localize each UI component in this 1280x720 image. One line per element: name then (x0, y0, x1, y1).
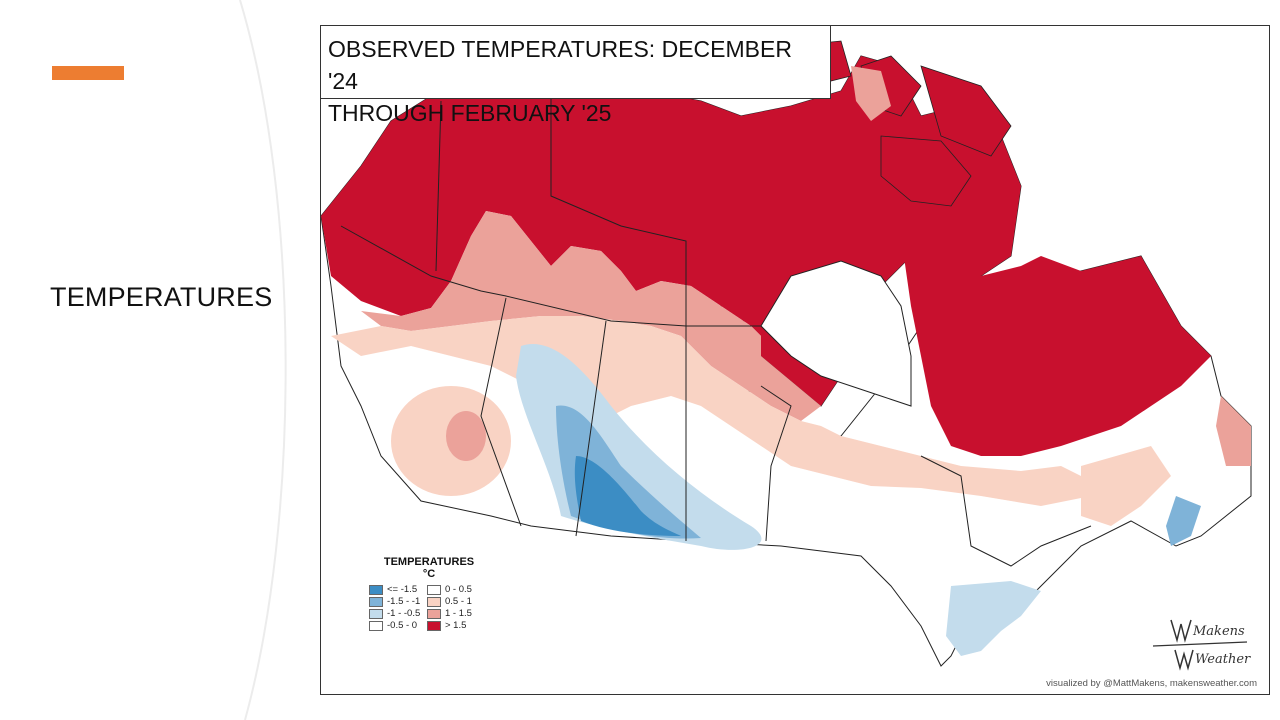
legend-label: 1 - 1.5 (445, 608, 472, 619)
legend-label: <= -1.5 (387, 584, 418, 595)
slide-sidebar: TEMPERATURES (0, 0, 300, 720)
zone-above-1.5-quebec (901, 236, 1211, 456)
hudson-bay (760, 260, 912, 407)
map-title: OBSERVED TEMPERATURES: DECEMBER '24 THRO… (321, 26, 831, 126)
legend-label: > 1.5 (445, 620, 467, 631)
zone-1-1.5-labrador (1216, 396, 1251, 466)
credit-text: visualized by @MattMakens, makensweather… (1046, 678, 1257, 689)
logo-swoosh-icon (1152, 619, 1248, 671)
section-title: TEMPERATURES (50, 282, 273, 312)
legend-item: 0 - 0.5 (427, 584, 485, 595)
legend-swatch (369, 584, 383, 595)
zone-1-1.5-bc (446, 411, 486, 461)
canada-map (321, 35, 1252, 667)
logo-bottom-text: Weather (1195, 652, 1251, 667)
legend-item: <= -1.5 (369, 584, 427, 595)
legend-title: TEMPERATURES (383, 556, 475, 568)
map-title-line-1: OBSERVED TEMPERATURES: DECEMBER '24 (328, 36, 792, 94)
province-borders (340, 98, 1092, 567)
legend-swatch (369, 620, 383, 631)
zone-minus1-minus0.5-ontario (946, 581, 1041, 656)
legend-grid: <= -1.5 0 - 0.5 -1.5 - -1 0.5 - 1 -1 - -0.5 1… (369, 584, 509, 631)
legend-item: > 1.5 (427, 620, 485, 631)
legend-item: -1.5 - -1 (369, 596, 427, 607)
legend-label: -1 - -0.5 (387, 608, 421, 619)
slide-curve-decoration (239, 0, 287, 720)
temperature-map: OBSERVED TEMPERATURES: DECEMBER '24 THRO… (320, 25, 1270, 695)
legend-item: 0.5 - 1 (427, 596, 485, 607)
legend-label: 0.5 - 1 (445, 596, 472, 607)
legend-swatch (427, 596, 441, 607)
makens-weather-logo: Makens Weather (1151, 616, 1251, 671)
legend-item: -1 - -0.5 (369, 608, 427, 619)
legend-swatch (427, 584, 441, 595)
zone-minus1-minus0.5-atlantic (1166, 496, 1201, 546)
legend-label: -1.5 - -1 (387, 596, 421, 607)
zone-0.5-1-atlantic (1081, 446, 1171, 526)
legend-item: -0.5 - 0 (369, 620, 427, 631)
legend-swatch (369, 608, 383, 619)
zone-below-minus1.5-prairies (574, 456, 681, 536)
legend-label: 0 - 0.5 (445, 584, 472, 595)
logo-top-text: Makens (1193, 624, 1245, 639)
legend-swatch (427, 620, 441, 631)
accent-bar (52, 66, 124, 80)
legend-swatch (427, 608, 441, 619)
zone-1-1.5-arctic-north (851, 66, 891, 121)
legend-swatch (369, 596, 383, 607)
map-legend: TEMPERATURES °C <= -1.5 0 - 0.5 -1.5 - -1 0… (369, 556, 509, 631)
legend-label: -0.5 - 0 (387, 620, 418, 631)
legend-unit: °C (422, 568, 436, 580)
legend-item: 1 - 1.5 (427, 608, 485, 619)
map-title-line-2: THROUGH FEBRUARY '25 (328, 100, 612, 126)
